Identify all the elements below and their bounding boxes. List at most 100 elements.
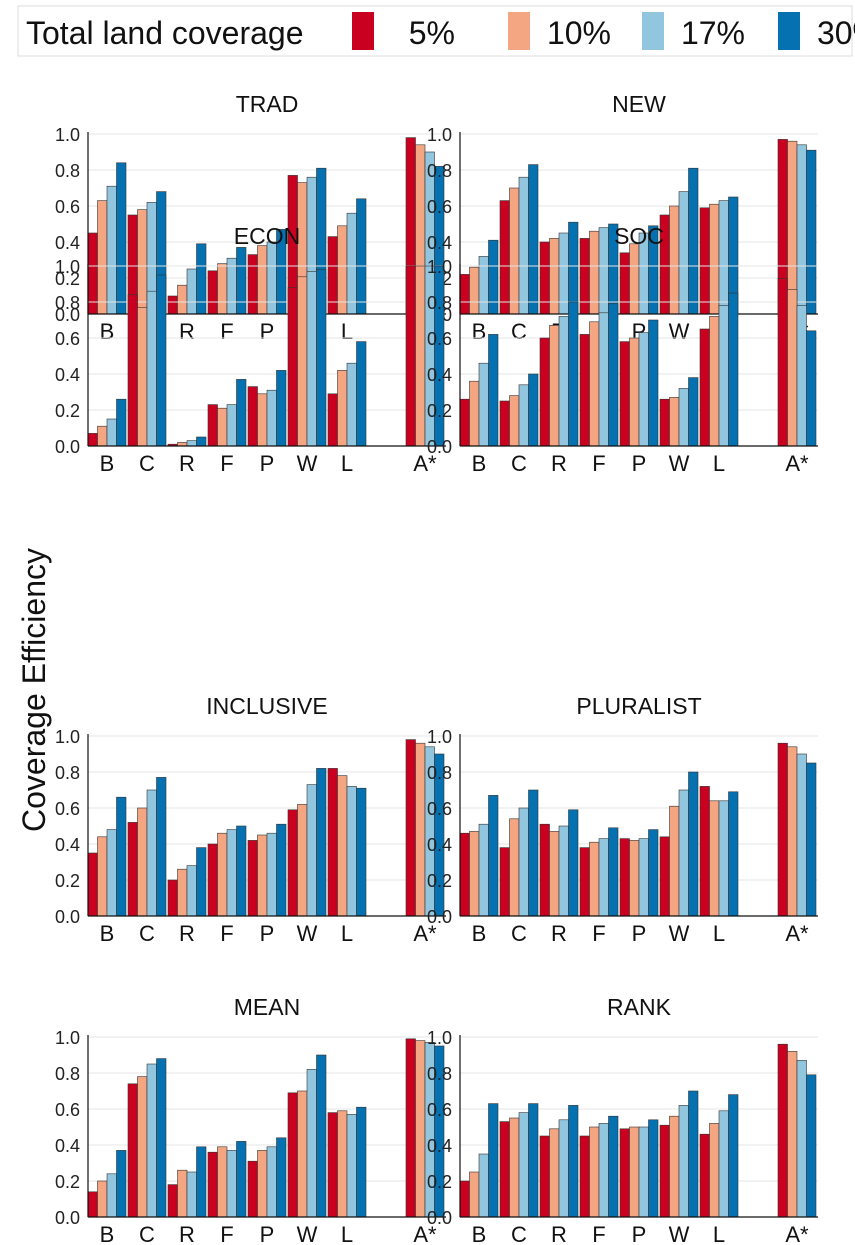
bar [405,265,416,447]
legend-label: 5% [409,15,455,51]
bar [167,1184,178,1218]
bar [327,393,338,447]
bar [568,301,579,447]
bar [257,393,268,447]
y-tick-label: 0.6 [427,799,452,819]
bar [629,840,640,917]
x-tick-label: B [100,921,115,946]
x-tick-label: L [713,921,725,946]
y-tick-label: 0.8 [427,763,452,783]
x-tick-label: R [551,1222,567,1245]
bar [87,1191,98,1218]
x-tick-label: W [669,319,690,344]
panel-title: ECON [234,223,300,249]
legend-label: 10% [547,15,611,51]
bar [217,407,228,447]
x-tick-label: P [632,1222,647,1245]
y-tick-label: 0.2 [427,1172,452,1192]
y-tick-label: 1.0 [427,257,452,277]
x-tick-label: P [260,921,275,946]
x-tick-label: C [139,1222,155,1245]
bar [247,1160,258,1218]
bar [116,796,127,917]
bar [699,328,710,447]
x-tick-label: B [100,1222,115,1245]
x-tick-label: R [179,1222,195,1245]
bar [97,200,108,315]
bar [177,1169,188,1218]
legend-swatch [352,12,374,50]
bar [499,847,510,917]
bar [488,239,499,315]
bar [528,789,539,917]
bar [728,791,739,917]
x-tick-label: C [511,451,527,476]
bar [276,1137,287,1218]
legend-swatch [508,12,530,50]
bar [167,295,178,315]
y-tick-label: 0.6 [55,329,80,349]
y-tick-label: 0.6 [427,329,452,349]
bar [196,243,207,315]
bar [346,212,357,315]
bar [718,800,729,917]
bar [638,838,649,917]
bar [327,768,338,917]
bar [488,795,499,917]
bar [549,1128,560,1218]
bar [488,1103,499,1218]
bar [226,404,237,447]
chart-panel: PLURALIST 0.0 0.2 0.4 0.6 0.8 1.0 B C R F P W L A* [427,693,818,946]
bar [509,395,520,447]
bar [327,1112,338,1218]
bar [568,809,579,917]
x-tick-label: F [220,1222,233,1245]
bar [478,1153,489,1218]
x-tick-label: A* [413,451,437,476]
bar [796,144,807,315]
legend-label: 17% [681,15,745,51]
y-tick-label: 0.8 [427,161,452,181]
bar [589,1126,600,1218]
bar [539,1135,550,1218]
y-tick-label: 0.6 [55,799,80,819]
y-axis-label: Coverage Efficiency [16,548,52,832]
bar [287,1092,298,1218]
bar [405,739,416,917]
bar [568,221,579,315]
bar [678,191,689,315]
legend-items: 5% 10% 17% 30% [352,12,855,51]
bar [488,334,499,447]
bar [806,1074,817,1218]
legend-swatch [778,12,800,50]
x-tick-label: W [297,451,318,476]
bar [297,1090,308,1218]
y-tick-label: 1.0 [55,727,80,747]
bar [116,398,127,447]
bar [137,1076,148,1218]
bar [528,164,539,315]
bar [207,1151,218,1218]
bar [316,269,327,447]
bar [217,263,228,315]
bar [276,823,287,917]
bar [648,319,659,447]
bar [207,843,218,917]
bar [659,398,670,447]
bar [629,1126,640,1218]
bar [709,1123,720,1218]
bar [518,384,529,447]
bar [127,822,138,917]
bar [316,1054,327,1218]
y-tick-label: 0.8 [427,1064,452,1084]
bar [579,1135,590,1218]
bar [146,789,157,917]
bar [297,276,308,447]
x-tick-label: P [260,319,275,344]
x-tick-label: A* [785,451,809,476]
bar [217,832,228,917]
bar [528,1103,539,1218]
x-tick-label: R [179,921,195,946]
